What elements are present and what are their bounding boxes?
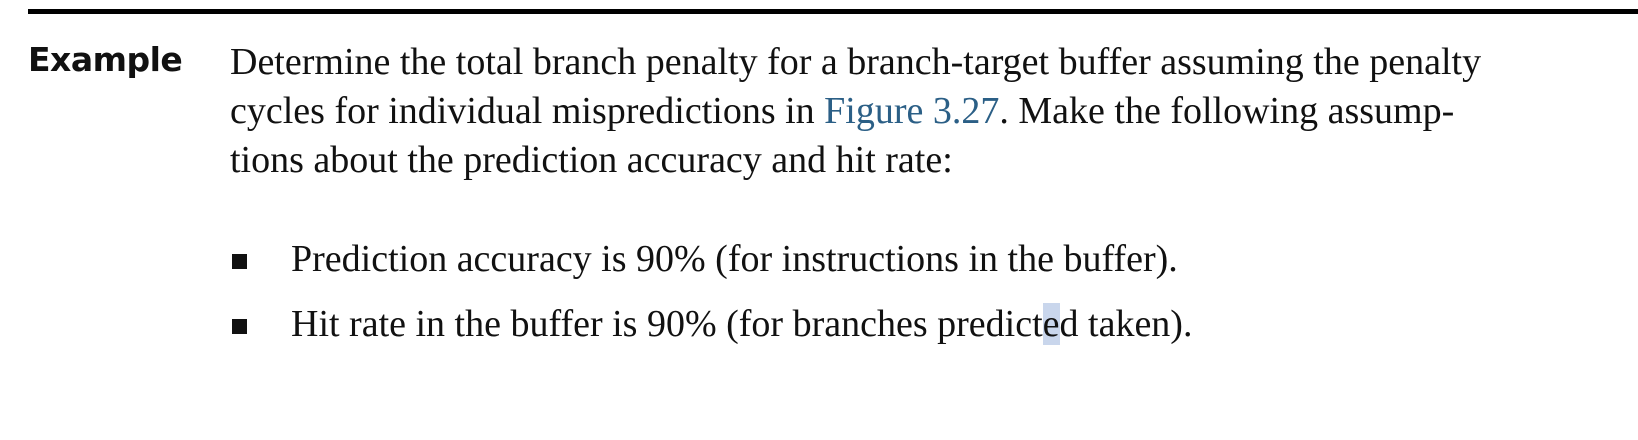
text-selection-highlight[interactable]: e	[1042, 303, 1060, 345]
square-bullet-icon	[232, 319, 247, 334]
body-line-2: cycles for individual mispredictions in …	[230, 87, 1590, 136]
body-line-1-text: Determine the total branch penalty for a…	[230, 41, 1482, 83]
body-line-3: tions about the prediction accuracy and …	[230, 136, 1590, 185]
figure-link[interactable]: Figure 3.27	[824, 90, 1000, 132]
bullet-text: Hit rate in the buffer is 90% (for branc…	[291, 295, 1192, 353]
body-line-3-text: tions about the prediction accuracy and …	[230, 139, 953, 181]
body-line-1: Determine the total branch penalty for a…	[230, 38, 1590, 87]
example-body: Determine the total branch penalty for a…	[230, 38, 1590, 185]
bullet-text: Prediction accuracy is 90% (for instruct…	[291, 238, 1178, 280]
square-bullet-icon	[232, 254, 247, 269]
bullet-text-before: Hit rate in the buffer is 90% (for branc…	[291, 303, 1043, 345]
body-line-2-text-b: . Make the following assump-	[999, 90, 1455, 132]
bullet-text-after: d taken).	[1059, 303, 1193, 345]
top-rule	[28, 9, 1638, 14]
body-line-2-text-a: cycles for individual mispredictions in	[230, 90, 825, 132]
example-label: Example	[28, 40, 183, 79]
